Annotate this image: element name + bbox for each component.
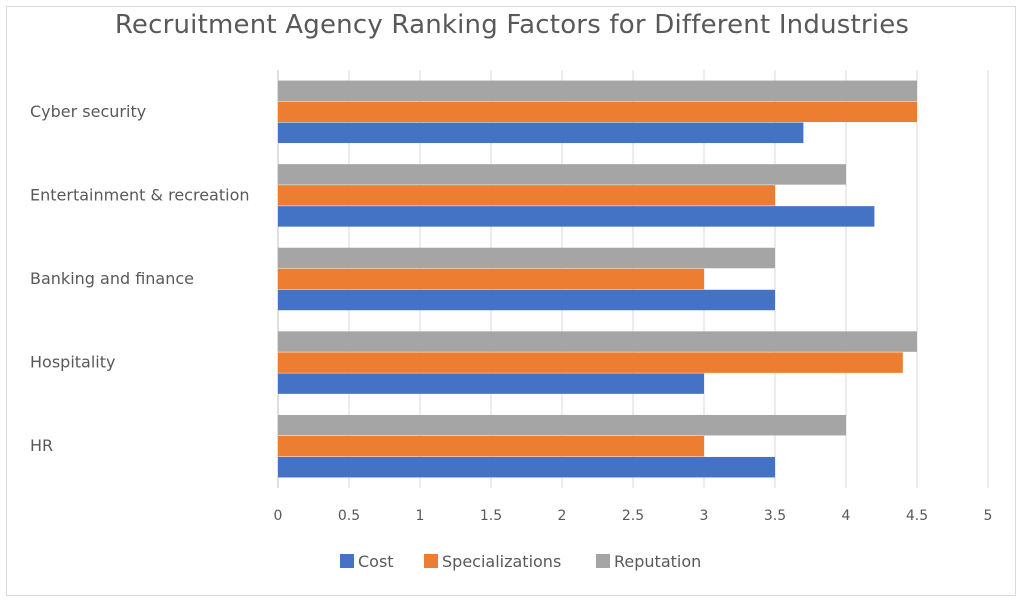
category-label: HR [30,436,53,455]
x-tick-label: 4 [842,508,851,524]
bar-specializations-2 [278,268,704,290]
category-label: Cyber security [30,102,146,121]
bar-specializations-3 [278,352,903,373]
bar-reputation-2 [278,247,775,269]
bar-reputation-4 [278,414,846,436]
chart-title: Recruitment Agency Ranking Factors for D… [114,10,910,40]
legend-swatch-specializations [424,554,438,568]
bars [278,80,917,478]
x-tick-label: 2.5 [622,508,644,524]
legend: Cost Specializations Reputation [340,552,701,571]
x-tick-label: 3.5 [764,508,786,524]
legend-swatch-cost [340,554,354,568]
x-tick-label: 2 [558,508,567,524]
bar-specializations-4 [278,435,704,457]
legend-label-specializations: Specializations [442,552,561,571]
bar-cost-0 [278,122,804,144]
bar-cost-4 [278,456,775,478]
legend-label-cost: Cost [358,552,394,571]
bar-reputation-3 [278,331,917,352]
x-tick-label: 0 [274,508,283,524]
category-labels: Cyber security Entertainment & recreation… [30,102,250,455]
bar-specializations-1 [278,185,775,206]
legend-label-reputation: Reputation [614,552,701,571]
x-tick-label: 4.5 [906,508,928,524]
bar-cost-2 [278,289,775,311]
category-label: Banking and finance [30,269,194,288]
x-tick-label: 1.5 [480,508,502,524]
bar-cost-3 [278,373,704,394]
legend-swatch-reputation [596,554,610,568]
category-label: Hospitality [30,353,115,372]
category-label: Entertainment & recreation [30,185,250,204]
bar-reputation-1 [278,164,846,185]
x-tick-label: 1 [416,508,425,524]
bar-cost-1 [278,206,875,227]
x-tick-label: 3 [700,508,709,524]
bar-specializations-0 [278,101,917,123]
x-tick-label: 0.5 [338,508,360,524]
bar-reputation-0 [278,80,917,102]
x-tick-labels: 0 0.5 1 1.5 2 2.5 3 3.5 4 4.5 5 [274,508,993,524]
x-tick-label: 5 [984,508,993,524]
